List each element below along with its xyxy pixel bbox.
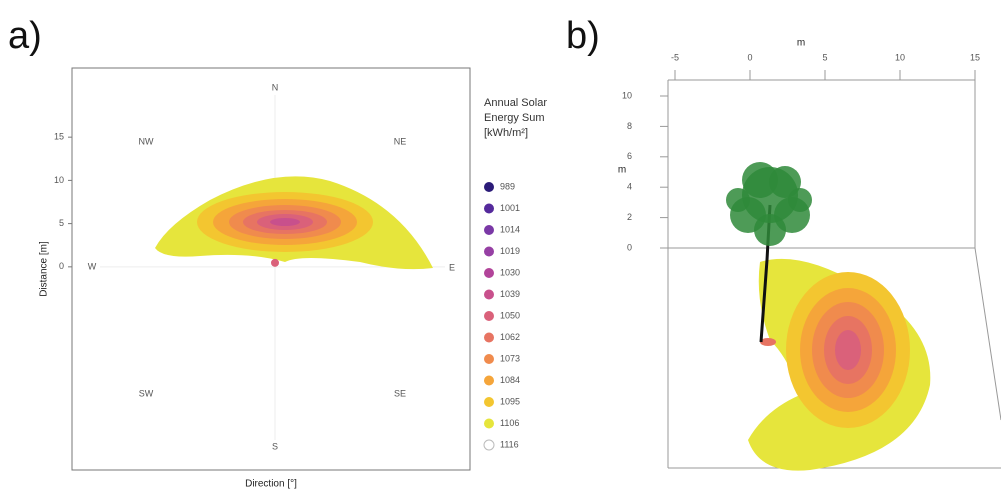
x-axis-label: Direction [°] <box>245 479 297 490</box>
legend-label: 1014 <box>500 224 520 234</box>
tree-foliage <box>742 162 778 198</box>
tree-foliage <box>726 188 750 212</box>
legend-swatch <box>484 332 494 343</box>
direction-label: SE <box>394 388 406 398</box>
panel-label: a) <box>8 15 42 57</box>
direction-label: NW <box>139 136 154 146</box>
legend-label: 989 <box>500 181 515 191</box>
legend-label: 1062 <box>500 332 520 342</box>
z-tick-label: 10 <box>622 90 632 100</box>
legend-swatch <box>484 246 494 257</box>
z-tick-label: 6 <box>627 151 632 161</box>
z-tick-label: 0 <box>627 242 632 252</box>
legend-label: 1030 <box>500 267 520 277</box>
z-tick-label: 2 <box>627 212 632 222</box>
tree-foliage <box>754 214 786 246</box>
legend-swatch <box>484 397 494 407</box>
frame-3d <box>667 79 1001 469</box>
shadow-region <box>835 330 861 370</box>
legend-label: 1095 <box>500 396 520 406</box>
y-tick-label: 15 <box>54 132 64 142</box>
x-tick-label: 5 <box>822 52 827 62</box>
x-tick-label: 0 <box>747 52 752 62</box>
legend-swatch <box>484 225 494 235</box>
direction-label: E <box>449 262 455 272</box>
legend-swatch <box>484 182 494 192</box>
tree-foliage <box>788 188 812 212</box>
direction-label: NE <box>394 136 407 146</box>
legend-swatch <box>484 289 494 300</box>
legend-swatch <box>484 268 494 278</box>
legend-title: Annual Solar Energy Sum [kWh/m²] <box>484 97 547 139</box>
y-axis-label: Distance [m] <box>39 241 50 297</box>
direction-label: S <box>272 441 278 451</box>
x-tick-label: -5 <box>671 52 679 62</box>
legend-swatch <box>484 418 494 429</box>
legend-swatch <box>483 439 495 451</box>
legend-label: 1116 <box>500 439 519 449</box>
legend-title-box: Annual Solar Energy Sum [kWh/m²] <box>484 97 547 139</box>
direction-label: SW <box>139 388 154 398</box>
legend-swatch <box>484 375 494 386</box>
plot-frame <box>71 67 471 471</box>
z-axis-label: m <box>618 165 626 176</box>
y-tick-label: 10 <box>54 175 64 185</box>
legend-label: 1073 <box>500 353 520 363</box>
legend-label: 1001 <box>500 203 520 213</box>
x-axis-label: m <box>797 38 805 49</box>
z-tick-label: 8 <box>627 121 632 131</box>
legend-label: 1084 <box>500 375 520 385</box>
legend-swatch <box>484 311 494 321</box>
contour-region <box>270 218 300 226</box>
tree-foliage <box>769 166 801 198</box>
y-tick-label: 0 <box>59 261 64 271</box>
contour-region <box>271 258 279 267</box>
y-tick-label: 5 <box>59 218 64 228</box>
direction-label: W <box>88 261 97 271</box>
x-tick-label: 10 <box>895 52 905 62</box>
legend-label: 1106 <box>500 418 519 428</box>
legend-label: 1019 <box>500 246 520 256</box>
x-tick-label: 15 <box>970 52 980 62</box>
shadow-region <box>760 338 776 346</box>
legend-label: 1050 <box>500 310 520 320</box>
legend-swatch <box>484 203 494 214</box>
legend-label: 1039 <box>500 289 520 299</box>
panel-label: b) <box>566 15 600 57</box>
z-tick-label: 4 <box>627 182 632 192</box>
legend-swatch <box>484 354 494 364</box>
direction-label: N <box>272 82 279 92</box>
